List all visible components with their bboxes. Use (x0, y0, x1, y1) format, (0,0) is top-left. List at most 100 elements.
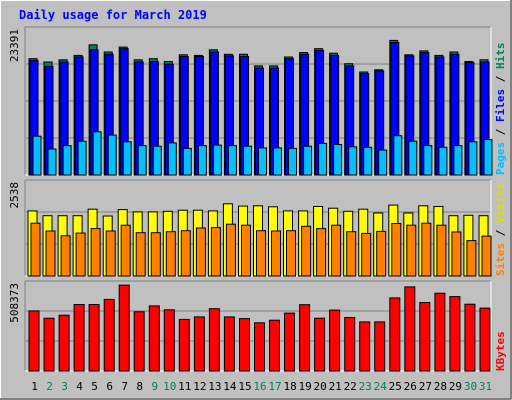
bar-sites-day-4 (75, 232, 86, 277)
chart-title: Daily usage for March 2019 (19, 8, 207, 22)
bar-sites-day-3 (60, 235, 71, 277)
bar-kbytes-day-17 (269, 319, 280, 372)
x-tick-label-day-6: 6 (106, 380, 113, 393)
bar-pages-day-18 (288, 147, 297, 176)
bar-sites-day-29 (451, 231, 462, 277)
bar-sites-day-10 (165, 231, 176, 277)
x-tick-label-day-19: 19 (298, 380, 311, 393)
bar-pages-day-26 (408, 140, 418, 176)
x-tick-label-day-23: 23 (359, 380, 372, 393)
legend-item: Sites (494, 243, 507, 276)
bar-pages-day-11 (182, 147, 192, 176)
bar-sites-day-11 (180, 230, 191, 277)
x-tick-label-day-26: 26 (404, 380, 417, 393)
legend-item: Files (494, 89, 507, 122)
bar-kbytes-day-4 (73, 304, 85, 372)
bar-sites-day-22 (346, 231, 357, 277)
chart-panels: 23391 Pages / Files / Hits 2538 Sites / Vis… (8, 26, 507, 372)
bar-pages-day-7 (122, 141, 132, 176)
bar-sites-day-26 (406, 224, 417, 277)
x-tick-label-day-24: 24 (374, 380, 388, 393)
bar-pages-day-23 (363, 146, 373, 176)
bar-pages-day-16 (258, 147, 267, 176)
bar-pages-day-20 (318, 142, 328, 176)
x-tick-label-day-1: 1 (31, 380, 38, 393)
panel-kbytes: 508373 KBytes (8, 280, 507, 372)
x-tick-label-day-30: 30 (464, 380, 477, 393)
bar-kbytes-day-16 (254, 322, 265, 372)
bar-kbytes-day-31 (479, 307, 491, 372)
bar-sites-day-14 (225, 223, 236, 277)
bar-sites-day-6 (105, 230, 116, 277)
bar-sites-day-23 (361, 232, 372, 277)
bar-kbytes-day-25 (389, 297, 401, 372)
bar-sites-day-19 (301, 225, 312, 277)
x-tick-label-day-11: 11 (178, 380, 191, 393)
bar-kbytes-day-22 (344, 317, 356, 372)
legend-kbytes: KBytes (494, 331, 507, 371)
bar-kbytes-day-3 (58, 314, 70, 372)
x-tick-label-day-10: 10 (163, 380, 176, 393)
bar-sites-day-9 (150, 232, 161, 277)
axis-max-label: 23391 (8, 29, 21, 62)
bar-pages-day-27 (423, 145, 433, 176)
legend-item: / (494, 122, 507, 142)
x-tick-label-day-2: 2 (46, 380, 53, 393)
bar-pages-day-25 (393, 135, 403, 176)
bar-kbytes-day-20 (314, 317, 326, 372)
bar-kbytes-day-24 (374, 321, 386, 372)
bar-kbytes-day-28 (434, 292, 446, 372)
bar-sites-day-12 (195, 227, 206, 277)
bar-pages-day-8 (137, 145, 147, 176)
bar-kbytes-day-26 (404, 286, 416, 372)
x-tick-label-day-5: 5 (91, 380, 98, 393)
bar-kbytes-day-1 (28, 310, 40, 372)
legend-item: Hits (494, 43, 507, 70)
x-tick-label-day-17: 17 (268, 380, 281, 393)
bar-kbytes-day-10 (163, 309, 175, 372)
bar-sites-day-15 (241, 224, 251, 277)
x-tick-label-day-4: 4 (76, 380, 83, 393)
bar-pages-day-9 (152, 145, 162, 176)
x-tick-label-day-3: 3 (61, 380, 68, 393)
bar-kbytes-day-11 (178, 318, 190, 372)
x-tick-label-day-21: 21 (329, 380, 342, 393)
bar-sites-day-17 (271, 230, 281, 277)
legend-item: KBytes (494, 331, 507, 371)
bar-kbytes-day-9 (148, 305, 160, 372)
x-tick-label-day-9: 9 (151, 380, 158, 393)
bar-pages-day-14 (227, 145, 237, 176)
legend-visits_sites: Sites / Visits (494, 183, 507, 276)
x-tick-label-day-29: 29 (449, 380, 462, 393)
bar-pages-day-3 (62, 145, 72, 176)
x-tick-label-day-18: 18 (283, 380, 296, 393)
x-tick-label-day-31: 31 (479, 380, 492, 393)
bar-pages-day-24 (378, 149, 388, 176)
bar-kbytes-day-5 (88, 304, 100, 372)
bar-pages-day-13 (212, 144, 222, 176)
bar-sites-day-2 (45, 230, 56, 277)
bar-pages-day-17 (273, 147, 282, 176)
bar-kbytes-day-19 (299, 304, 311, 372)
x-tick-label-day-25: 25 (389, 380, 402, 393)
bar-sites-day-5 (90, 228, 101, 277)
x-tick-label-day-20: 20 (313, 380, 326, 393)
bar-kbytes-day-21 (329, 309, 341, 372)
bar-pages-day-31 (483, 139, 493, 176)
bar-kbytes-day-30 (464, 303, 476, 372)
x-tick-label-day-27: 27 (419, 380, 432, 393)
bar-sites-day-18 (286, 230, 296, 277)
bar-kbytes-day-15 (239, 318, 250, 372)
bar-pages-day-6 (107, 134, 117, 176)
bar-kbytes-day-6 (103, 298, 115, 372)
bar-pages-day-22 (348, 146, 358, 176)
bar-sites-day-30 (466, 240, 477, 277)
bar-pages-day-15 (243, 145, 252, 176)
x-tick-label-day-28: 28 (434, 380, 447, 393)
x-tick-label-day-15: 15 (238, 380, 251, 393)
legend-item: / (494, 223, 507, 243)
bar-sites-day-21 (331, 224, 342, 277)
legend-item: Visits (494, 183, 507, 223)
bar-kbytes-day-18 (284, 312, 295, 372)
